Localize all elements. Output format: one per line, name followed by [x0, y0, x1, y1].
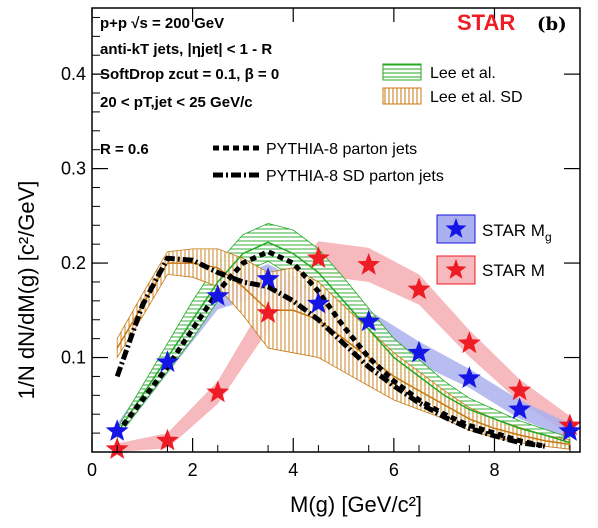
y-tick-label: 0.4	[61, 64, 86, 84]
marker-star-mg	[307, 291, 330, 314]
curve-lee	[116, 241, 571, 444]
legend-label-lee: Lee et al.	[430, 65, 496, 82]
panel-label: (b)	[537, 14, 567, 35]
x-tick-label: 2	[188, 460, 198, 480]
marker-star-m	[307, 246, 330, 268]
y-tick-label: 0.3	[61, 159, 86, 179]
marker-star-m	[407, 277, 431, 300]
marker-star-m	[508, 378, 531, 401]
x-tick-label: 4	[288, 460, 298, 480]
x-tick-label: 8	[489, 460, 499, 480]
plot-frame	[91, 7, 581, 453]
marker-star-mg	[457, 366, 481, 388]
x-axis-ticks: 0 2 4 6 8	[87, 8, 571, 480]
data-markers	[105, 246, 582, 459]
curve-pythia-sd	[114, 255, 546, 449]
info-line-2: anti-kT jets, |ηjet| < 1 - R	[100, 41, 272, 58]
legend-label-star-mg: STAR Mg	[482, 221, 552, 244]
marker-star-mg	[357, 309, 381, 332]
info-line-4: 20 < pT,jet < 25 GeV/c	[100, 94, 253, 111]
legend-star: STAR Mg STAR M	[436, 214, 552, 285]
marker-star-mg	[558, 419, 582, 441]
info-line-5: R = 0.6	[100, 141, 149, 158]
legend-label-pythia-sd: PYTHIA-8 SD parton jets	[266, 168, 444, 185]
marker-star-mg	[256, 267, 280, 289]
marker-star-m	[156, 428, 179, 451]
marker-star-mg	[407, 340, 431, 363]
y-axis-title: 1/N dN/dM(g) [c²/GeV]	[14, 181, 39, 400]
marker-star-mg	[156, 350, 179, 372]
star-logo-label: STAR	[457, 10, 515, 35]
legend-label-lee-sd: Lee et al. SD	[430, 89, 523, 106]
curve-lee-sd	[116, 262, 571, 446]
marker-star-m	[256, 301, 280, 323]
marker-star-m	[357, 253, 381, 275]
y-tick-label: 0.1	[61, 348, 86, 368]
marker-star-mg	[105, 419, 129, 441]
legend-swatch-lee	[382, 63, 422, 81]
legend-marker-star-m	[445, 259, 467, 279]
y-tick-label: 0.2	[61, 253, 86, 273]
x-tick-label: 6	[389, 460, 399, 480]
theory-curves	[114, 241, 571, 449]
legend-label-star-m: STAR M	[482, 261, 545, 280]
legend-marker-star-mg	[445, 218, 467, 238]
marker-star-mg	[508, 397, 531, 420]
legend-theory: Lee et al. Lee et al. SD	[382, 63, 523, 106]
marker-star-m	[457, 331, 481, 354]
legend-pythia: PYTHIA-8 parton jets PYTHIA-8 SD parton …	[213, 141, 444, 185]
info-line-1: p+p √s = 200 GeV	[100, 15, 224, 32]
marker-star-mg	[206, 284, 230, 306]
x-tick-label: 0	[87, 460, 97, 480]
marker-star-m	[206, 380, 230, 403]
info-line-3: SoftDrop zcut = 0.1, β = 0	[100, 66, 279, 83]
info-text: p+p √s = 200 GeV anti-kT jets, |ηjet| < …	[100, 15, 279, 158]
legend-label-pythia: PYTHIA-8 parton jets	[266, 141, 417, 158]
band-star-m	[117, 241, 570, 452]
y-axis-ticks: 0.1 0.2 0.3 0.4	[61, 16, 580, 434]
curve-pythia	[115, 248, 546, 449]
legend-swatch-lee-sd	[382, 87, 422, 105]
x-axis-title: M(g) [GeV/c²]	[290, 492, 422, 517]
